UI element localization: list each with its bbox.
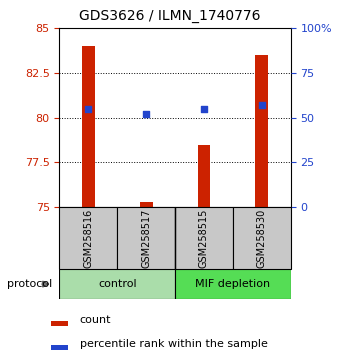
Bar [198, 144, 210, 207]
Text: GSM258517: GSM258517 [141, 209, 151, 268]
Text: GSM258530: GSM258530 [257, 209, 267, 268]
Point [259, 102, 265, 108]
Text: GDS3626 / ILMN_1740776: GDS3626 / ILMN_1740776 [79, 9, 261, 23]
Bar [175, 207, 233, 269]
Bar [59, 269, 175, 299]
Point [201, 106, 207, 112]
Text: protocol: protocol [7, 279, 52, 289]
Bar [82, 46, 95, 207]
Text: percentile rank within the sample: percentile rank within the sample [80, 339, 268, 349]
Text: count: count [80, 315, 111, 325]
Bar [51, 346, 68, 350]
Bar [255, 55, 268, 207]
Bar [140, 202, 153, 207]
Text: GSM258515: GSM258515 [199, 209, 209, 268]
Bar [117, 207, 175, 269]
Point [86, 106, 91, 112]
Text: GSM258516: GSM258516 [83, 209, 94, 268]
Bar [233, 207, 291, 269]
Bar [59, 207, 117, 269]
Bar [51, 321, 68, 326]
Point [143, 111, 149, 117]
Text: MIF depletion: MIF depletion [195, 279, 270, 289]
Text: control: control [98, 279, 137, 289]
Bar [175, 269, 291, 299]
